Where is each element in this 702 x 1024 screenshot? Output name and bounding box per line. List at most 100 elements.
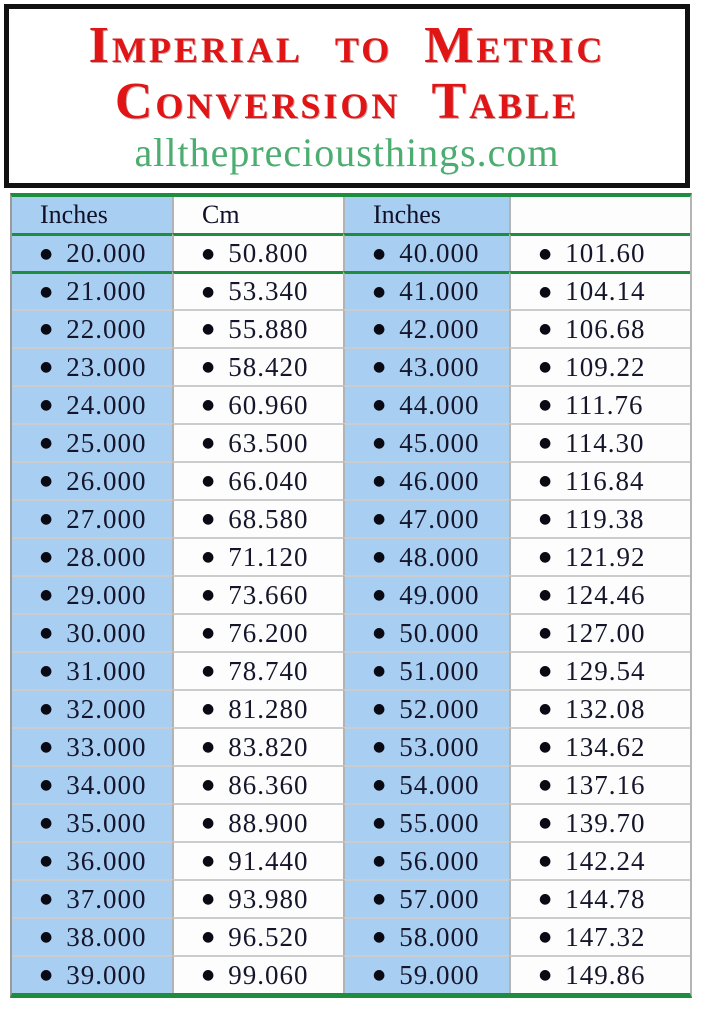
cell-value: 132.08 bbox=[565, 693, 646, 724]
table-cell: ● 55.880 bbox=[172, 309, 343, 347]
table-cell: ● 88.900 bbox=[172, 803, 343, 841]
table-cell: ● 28.000 bbox=[12, 537, 172, 575]
bullet-icon: ● bbox=[539, 815, 552, 831]
table-cell: ● 137.16 bbox=[509, 765, 690, 803]
table-cell: ● 43.000 bbox=[343, 347, 509, 385]
bullet-icon: ● bbox=[539, 321, 552, 337]
cell-value: 42.000 bbox=[399, 313, 480, 344]
bullet-icon: ● bbox=[539, 245, 552, 262]
table-cell: ● 132.08 bbox=[509, 689, 690, 727]
bullet-icon: ● bbox=[40, 283, 53, 300]
bullet-icon: ● bbox=[40, 473, 53, 489]
cell-value: 73.660 bbox=[228, 579, 309, 610]
bullet-icon: ● bbox=[40, 891, 53, 907]
cell-value: 119.38 bbox=[565, 503, 645, 534]
bullet-icon: ● bbox=[40, 245, 53, 262]
table-cell: ● 114.30 bbox=[509, 423, 690, 461]
table-cell: ● 41.000 bbox=[343, 271, 509, 309]
cell-value: 39.000 bbox=[66, 959, 147, 990]
bullet-icon: ● bbox=[373, 435, 386, 451]
table-cell: ● 63.500 bbox=[172, 423, 343, 461]
table-cell: ● 111.76 bbox=[509, 385, 690, 423]
bullet-icon: ● bbox=[373, 815, 386, 831]
cell-value: 129.54 bbox=[565, 655, 646, 686]
bullet-icon: ● bbox=[202, 549, 215, 565]
bullet-icon: ● bbox=[539, 359, 552, 375]
bullet-icon: ● bbox=[373, 663, 386, 679]
table-cell: ● 47.000 bbox=[343, 499, 509, 537]
bullet-icon: ● bbox=[40, 929, 53, 945]
bullet-icon: ● bbox=[40, 853, 53, 869]
bullet-icon: ● bbox=[40, 359, 53, 375]
cell-value: 45.000 bbox=[399, 427, 480, 458]
cell-value: 28.000 bbox=[66, 541, 147, 572]
bullet-icon: ● bbox=[202, 473, 215, 489]
table-cell: ● 50.000 bbox=[343, 613, 509, 651]
cell-value: 51.000 bbox=[399, 655, 480, 686]
cell-value: 83.820 bbox=[228, 731, 309, 762]
bullet-icon: ● bbox=[539, 853, 552, 869]
table-cell: ● 51.000 bbox=[343, 651, 509, 689]
cell-value: 58.420 bbox=[228, 351, 309, 382]
bullet-icon: ● bbox=[539, 625, 552, 641]
table-cell: ● 91.440 bbox=[172, 841, 343, 879]
cell-value: 40.000 bbox=[399, 238, 480, 268]
table-cell: ● 99.060 bbox=[172, 955, 343, 993]
cell-value: 93.980 bbox=[228, 883, 309, 914]
table-cell: ● 21.000 bbox=[12, 271, 172, 309]
cell-value: 31.000 bbox=[66, 655, 147, 686]
table-cell: ● 139.70 bbox=[509, 803, 690, 841]
cell-value: 76.200 bbox=[228, 617, 309, 648]
cell-value: 55.000 bbox=[399, 807, 480, 838]
bullet-icon: ● bbox=[202, 321, 215, 337]
table-cell: ● 104.14 bbox=[509, 271, 690, 309]
bullet-icon: ● bbox=[539, 777, 552, 793]
cell-value: 52.000 bbox=[399, 693, 480, 724]
table-cell: ● 38.000 bbox=[12, 917, 172, 955]
column-header-cm-1: Cm bbox=[172, 197, 343, 233]
cell-value: 63.500 bbox=[228, 427, 309, 458]
table-cell: ● 127.00 bbox=[509, 613, 690, 651]
cell-value: 134.62 bbox=[565, 731, 646, 762]
cell-value: 57.000 bbox=[399, 883, 480, 914]
table-cell: ● 134.62 bbox=[509, 727, 690, 765]
cell-value: 71.120 bbox=[228, 541, 309, 572]
bullet-icon: ● bbox=[202, 701, 215, 717]
bullet-icon: ● bbox=[373, 511, 386, 527]
bullet-icon: ● bbox=[539, 663, 552, 679]
cell-value: 34.000 bbox=[66, 769, 147, 800]
bullet-icon: ● bbox=[539, 701, 552, 717]
cell-value: 46.000 bbox=[399, 465, 480, 496]
cell-value: 111.76 bbox=[565, 389, 644, 420]
bullet-icon: ● bbox=[373, 777, 386, 793]
bullet-icon: ● bbox=[202, 777, 215, 793]
bullet-icon: ● bbox=[202, 283, 215, 300]
cell-value: 38.000 bbox=[66, 921, 147, 952]
cell-value: 49.000 bbox=[399, 579, 480, 610]
bullet-icon: ● bbox=[539, 473, 552, 489]
table-cell: ● 33.000 bbox=[12, 727, 172, 765]
table-cell: ● 149.86 bbox=[509, 955, 690, 993]
cell-value: 68.580 bbox=[228, 503, 309, 534]
title-box: Imperial to Metric Conversion Table allt… bbox=[4, 4, 690, 188]
table-cell: ● 55.000 bbox=[343, 803, 509, 841]
cell-value: 116.84 bbox=[565, 465, 645, 496]
cell-value: 43.000 bbox=[399, 351, 480, 382]
table-cell: ● 144.78 bbox=[509, 879, 690, 917]
cell-value: 20.000 bbox=[66, 238, 147, 268]
table-cell: ● 58.420 bbox=[172, 347, 343, 385]
bullet-icon: ● bbox=[202, 359, 215, 375]
table-cell: ● 66.040 bbox=[172, 461, 343, 499]
bullet-icon: ● bbox=[40, 549, 53, 565]
table-cell: ● 142.24 bbox=[509, 841, 690, 879]
table-cell: ● 58.000 bbox=[343, 917, 509, 955]
bullet-icon: ● bbox=[40, 511, 53, 527]
table-cell: ● 53.340 bbox=[172, 271, 343, 309]
table-cell: ● 35.000 bbox=[12, 803, 172, 841]
cell-value: 139.70 bbox=[565, 807, 646, 838]
table-cell: ● 78.740 bbox=[172, 651, 343, 689]
bullet-icon: ● bbox=[202, 245, 215, 262]
conversion-table: Inches Cm Inches ● 20.000 ● 50.800 ● 40.000 ● 1… bbox=[10, 193, 692, 998]
cell-value: 144.78 bbox=[565, 883, 646, 914]
bullet-icon: ● bbox=[539, 549, 552, 565]
